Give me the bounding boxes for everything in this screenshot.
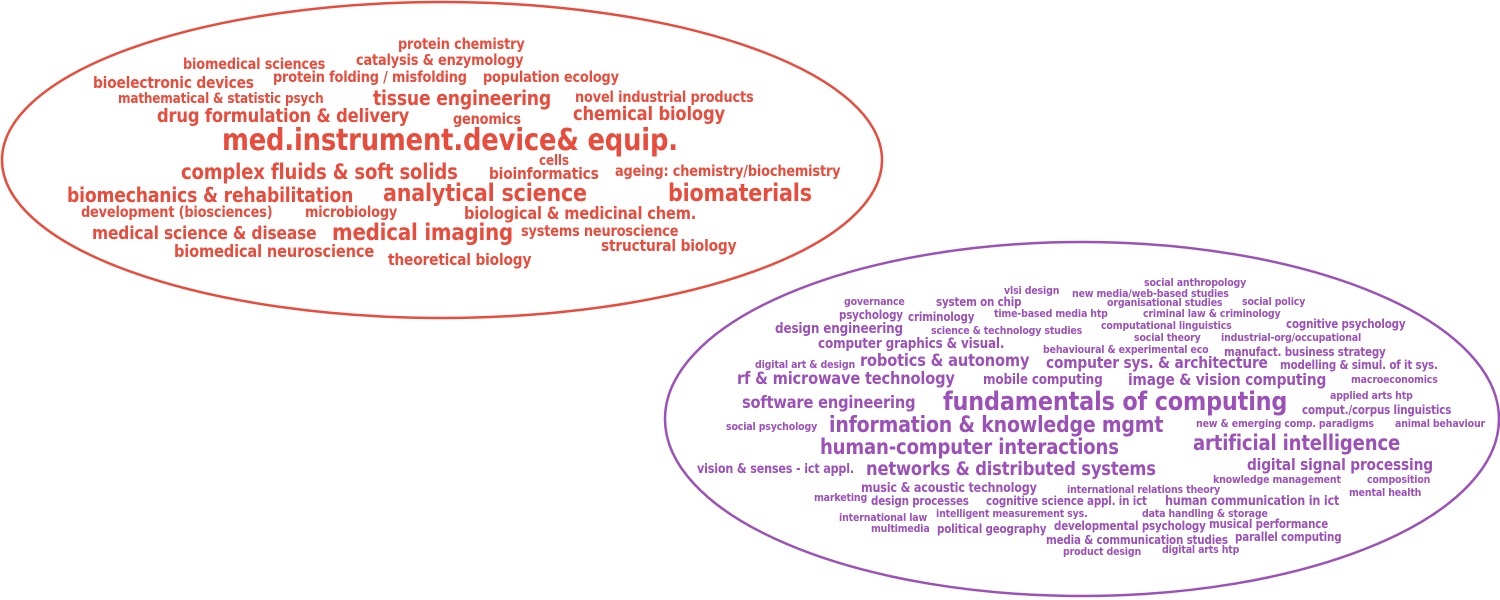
word-biomechanics-rehabilitation: biomechanics & rehabilitation: [67, 183, 354, 207]
word-medical-science-disease: medical science & disease: [92, 223, 317, 244]
word-complex-fluids-soft-solids: complex fluids & soft solids: [181, 160, 458, 184]
word-computer-graphics-visual: computer graphics & visual.: [818, 336, 1005, 352]
word-analytical-science: analytical science: [383, 179, 587, 207]
word-rf-microwave-technology: rf & microwave technology: [737, 369, 955, 389]
word-med-instrument-device-equip: med.instrument.device& equip.: [222, 123, 678, 158]
word-image-vision-computing: image & vision computing: [1128, 370, 1327, 389]
word-digital-art-design: digital art & design: [755, 358, 856, 371]
word-biomedical-sciences: biomedical sciences: [183, 55, 326, 73]
word-information-knowledge-mgmt: information & knowledge mgmt: [829, 413, 1164, 438]
word-drug-formulation-delivery: drug formulation & delivery: [157, 105, 410, 127]
word-structural-biology: structural biology: [601, 236, 737, 255]
word-design-processes: design processes: [871, 494, 969, 508]
word-industrial-org-occupational: industrial-org/occupational: [1221, 331, 1362, 344]
word-parallel-computing: parallel computing: [1235, 530, 1342, 544]
word-networks-distributed-systems: networks & distributed systems: [866, 458, 1156, 480]
computing-cluster-outline: [663, 240, 1500, 598]
word-computational-linguistics: computational linguistics: [1101, 319, 1232, 332]
word-theoretical-biology: theoretical biology: [388, 250, 532, 269]
word-new-emerging-comp-paradigms: new & emerging comp. paradigms: [1196, 417, 1374, 430]
word-computer-sys-architecture: computer sys. & architecture: [1046, 353, 1268, 372]
word-data-handling-storage: data handling & storage: [1142, 507, 1268, 520]
word-biomaterials: biomaterials: [668, 179, 812, 207]
word-comput-corpus-linguistics: comput./corpus linguistics: [1302, 403, 1452, 417]
life-sciences-cluster-outline: [0, 0, 884, 320]
word-bioelectronic-devices: bioelectronic devices: [93, 73, 254, 92]
word-cognitive-science-appl-ict: cognitive science appl. in ict: [986, 494, 1147, 508]
word-social-anthropology: social anthropology: [1144, 276, 1247, 289]
word-population-ecology: population ecology: [483, 68, 619, 86]
word-social-psychology: social psychology: [726, 420, 818, 433]
word-mobile-computing: mobile computing: [983, 372, 1103, 388]
word-musical-performance: musical performance: [1209, 517, 1329, 531]
word-vision-senses-ict-appl: vision & senses - ict appl.: [697, 462, 854, 477]
word-media-communication-studies: media & communication studies: [1046, 533, 1228, 547]
word-genomics: genomics: [453, 110, 521, 128]
word-marketing: marketing: [814, 491, 868, 504]
word-systems-neuroscience: systems neuroscience: [521, 222, 679, 240]
word-political-geography: political geography: [937, 522, 1047, 536]
word-novel-industrial-products: novel industrial products: [575, 88, 754, 106]
word-international-law: international law: [839, 511, 928, 524]
word-protein-chemistry: protein chemistry: [398, 35, 525, 53]
word-behavioural-experimental-eco: behavioural & experimental eco: [1043, 343, 1209, 356]
word-microbiology: microbiology: [305, 203, 398, 221]
word-multimedia: multimedia: [871, 522, 930, 535]
word-developmental-psychology: developmental psychology: [1054, 519, 1206, 533]
word-biological-medicinal-chem: biological & medicinal chem.: [464, 204, 697, 224]
word-chemical-biology: chemical biology: [573, 103, 725, 125]
word-applied-arts-htp: applied arts htp: [1330, 389, 1413, 402]
word-criminal-law-criminology: criminal law & criminology: [1143, 307, 1281, 320]
word-manufact-business-strategy: manufact. business strategy: [1224, 345, 1386, 359]
word-science-technology-studies: science & technology studies: [931, 324, 1083, 337]
word-criminology: criminology: [908, 310, 975, 324]
word-intelligent-measurement-sys: intelligent measurement sys.: [936, 507, 1088, 520]
word-macroeconomics: macroeconomics: [1351, 373, 1438, 386]
word-animal-behaviour: animal behaviour: [1395, 417, 1486, 430]
word-international-relations-theory: international relations theory: [1067, 483, 1221, 496]
word-mathematical-statistic-psych: mathematical & statistic psych: [118, 91, 324, 107]
word-mental-health: mental health: [1349, 486, 1422, 499]
word-human-communication-ict: human communication in ict: [1165, 494, 1340, 509]
word-digital-signal-processing: digital signal processing: [1247, 455, 1433, 474]
word-digital-arts-htp: digital arts htp: [1162, 543, 1240, 556]
word-tissue-engineering: tissue engineering: [373, 86, 552, 110]
word-organisational-studies: organisational studies: [1107, 296, 1223, 309]
word-bioinformatics: bioinformatics: [489, 164, 599, 183]
word-social-theory: social theory: [1134, 331, 1201, 344]
word-catalysis-enzymology: catalysis & enzymology: [356, 51, 524, 69]
word-vlsi-design: vlsi design: [1004, 284, 1060, 297]
word-system-on-chip: system on chip: [936, 295, 1022, 309]
word-cognitive-psychology: cognitive psychology: [1286, 317, 1406, 331]
word-product-design: product design: [1063, 545, 1142, 558]
word-music-acoustic-technology: music & acoustic technology: [861, 481, 1037, 496]
word-governance: governance: [844, 295, 905, 308]
word-fundamentals-of-computing: fundamentals of computing: [943, 387, 1288, 417]
word-biomedical-neuroscience: biomedical neuroscience: [174, 242, 375, 262]
word-modelling-simul-it-sys: modelling & simul. of it sys.: [1280, 358, 1438, 372]
word-design-engineering: design engineering: [775, 321, 904, 337]
word-human-computer-interactions: human-computer interactions: [820, 435, 1119, 459]
word-new-media: new media/web-based studies: [1072, 287, 1229, 300]
word-protein-folding: protein folding / misfolding: [273, 68, 467, 86]
word-medical-imaging: medical imaging: [332, 220, 514, 246]
word-psychology: psychology: [839, 308, 903, 322]
word-social-policy: social policy: [1242, 295, 1306, 308]
word-development-biosciences: development (biosciences): [81, 203, 273, 221]
word-composition: composition: [1367, 473, 1431, 486]
word-artificial-intelligence: artificial intelligence: [1193, 431, 1401, 455]
word-knowledge-management: knowledge management: [1213, 473, 1341, 486]
word-robotics-autonomy: robotics & autonomy: [860, 351, 1030, 371]
word-cells: cells: [539, 153, 569, 169]
word-software-engineering: software engineering: [742, 393, 916, 413]
word-time-based-media-htp: time-based media htp: [994, 307, 1108, 320]
word-ageing-chemistry-biochemistry: ageing: chemistry/biochemistry: [615, 162, 841, 180]
